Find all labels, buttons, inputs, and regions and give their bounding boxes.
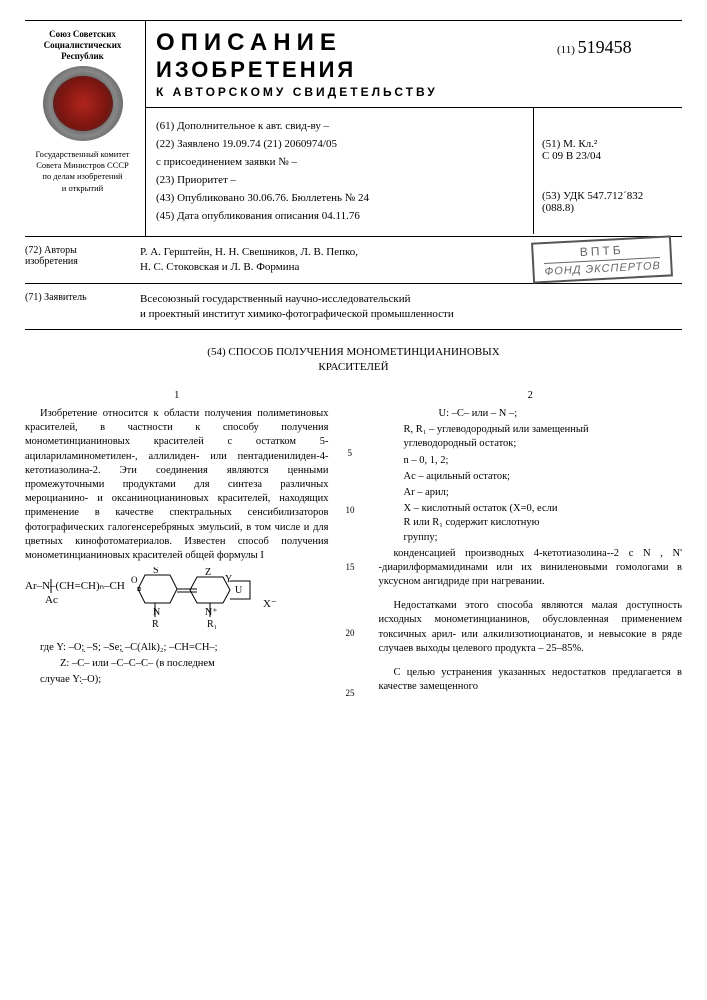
z-case: случае Y:̣–O); bbox=[25, 673, 329, 687]
def-x: X – кислотный остаток (X=0, если R или R… bbox=[379, 502, 683, 545]
field-application: с присоединением заявки № – bbox=[156, 156, 533, 168]
publication-number: 519458 bbox=[578, 37, 632, 57]
field-51: (51) М. Кл.² С 09 В 23/04 bbox=[542, 138, 672, 162]
def-ar: Ar – арил; bbox=[379, 486, 683, 500]
field-22: (22) Заявлено 19.09.74 (21) 2060974/05 bbox=[156, 138, 533, 150]
document-header: Союз Советских Социалистических Республи… bbox=[25, 20, 682, 237]
header-mid-col: ОПИСАНИЕ ИЗОБРЕТЕНИЯ К АВТОРСКОМУ СВИДЕТ… bbox=[145, 21, 682, 236]
header-left-col: Союз Советских Социалистических Республи… bbox=[25, 21, 145, 236]
field-11: (11) bbox=[557, 44, 575, 56]
svg-text:Y: Y bbox=[225, 574, 232, 585]
lineno-20: 20 bbox=[346, 627, 355, 639]
def-u: U: –C– или – N –; bbox=[379, 407, 683, 421]
field-53: (53) УДК 547.712´832 (088.8) bbox=[542, 190, 672, 214]
title-svidetelstvu: К АВТОРСКОМУ СВИДЕТЕЛЬСТВУ bbox=[156, 85, 552, 99]
committee-label: Государственный комитет Совета Министров… bbox=[25, 149, 140, 193]
lineno-5: 5 bbox=[348, 447, 353, 459]
field-23: (23) Приоритет – bbox=[156, 174, 533, 186]
def-ac-text: Ac – ацильный остаток; bbox=[404, 470, 511, 484]
svg-text:N: N bbox=[153, 607, 160, 618]
def-x-text: X – кислотный остаток (X=0, если R или R… bbox=[404, 502, 558, 545]
def-n-text: n – 0, 1, 2; bbox=[404, 454, 449, 468]
def-rr1: R, R₁ – углеводородный или замещенный уг… bbox=[379, 423, 683, 451]
column-1: 1 Изобретение относится к области получе… bbox=[25, 389, 329, 696]
def-n: n – 0, 1, 2; bbox=[379, 454, 683, 468]
title-opisanie: ОПИСАНИЕ bbox=[156, 29, 552, 57]
def-rr1-text: R, R₁ – углеводородный или замещенный уг… bbox=[404, 423, 589, 451]
svg-text:Ar–N–(CH=CH)ₙ–CH: Ar–N–(CH=CH)ₙ–CH bbox=[25, 580, 125, 592]
label-72: (72) Авторы изобретения bbox=[25, 245, 140, 275]
label-71: (71) Заявитель bbox=[25, 292, 140, 322]
lineno-25: 25 bbox=[346, 687, 355, 699]
invention-title: (54) СПОСОБ ПОЛУЧЕНИЯ МОНОМЕТИНЦИАНИНОВЫ… bbox=[85, 345, 622, 374]
lineno-15: 15 bbox=[346, 561, 355, 573]
col-2-number: 2 bbox=[379, 389, 683, 403]
library-stamp: ВПТБ ФОНД ЭКСПЕРТОВ bbox=[531, 235, 673, 283]
chemical-formula-1: Ar–N–(CH=CH)ₙ–CH Ac S N R O Z Y bbox=[25, 567, 329, 637]
union-label: Союз Советских Социалистических Республи… bbox=[25, 29, 140, 61]
svg-text:S: S bbox=[153, 567, 159, 576]
svg-text:R: R bbox=[152, 619, 159, 630]
svg-text:Ac: Ac bbox=[45, 594, 58, 606]
where-clause: где Y: –O;̣ –S; –Se;̣ –C(Alk)₂; –CH=CH–; bbox=[25, 641, 329, 655]
formula-svg-icon: Ar–N–(CH=CH)ₙ–CH Ac S N R O Z Y bbox=[25, 567, 325, 637]
def-ac: Ac – ацильный остаток; bbox=[379, 470, 683, 484]
svg-text:Z: Z bbox=[205, 567, 211, 578]
col2-paragraph-4: С целью устранения указанных недостатков… bbox=[379, 666, 683, 694]
z-clause: Z: –C– или –C–C–C– (в последнем bbox=[25, 657, 329, 671]
applicant-name: Всесоюзный государственный научно-исслед… bbox=[140, 292, 682, 322]
body-columns: 1 Изобретение относится к области получе… bbox=[25, 389, 682, 696]
col1-paragraph-1: Изобретение относится к области получени… bbox=[25, 407, 329, 563]
column-2: 2 U: –C– или – N –; R, R₁ – углеводородн… bbox=[379, 389, 683, 696]
field-61: (61) Дополнительное к авт. свид-ву – bbox=[156, 120, 533, 132]
def-ar-text: Ar – арил; bbox=[404, 486, 449, 500]
svg-text:X⁻: X⁻ bbox=[263, 598, 277, 610]
lineno-10: 10 bbox=[346, 504, 355, 516]
title-izobreteniya: ИЗОБРЕТЕНИЯ bbox=[156, 57, 552, 83]
field-43: (43) Опубликовано 30.06.76. Бюллетень № … bbox=[156, 192, 533, 204]
svg-text:N⁺: N⁺ bbox=[205, 607, 218, 618]
col2-paragraph-2: конденсацией производных 4-кетотиазолина… bbox=[379, 547, 683, 590]
svg-text:U: U bbox=[235, 585, 243, 596]
svg-text:R₁: R₁ bbox=[207, 619, 217, 630]
svg-text:O: O bbox=[131, 575, 138, 585]
authors-block: (72) Авторы изобретения Р. А. Герштейн, … bbox=[25, 237, 682, 284]
pub-number-cell: (11) 519458 bbox=[552, 29, 672, 103]
def-u-text: U: –C– или – N –; bbox=[439, 407, 518, 421]
col2-paragraph-3: Недостатками этого способа являются мала… bbox=[379, 599, 683, 656]
col-1-number: 1 bbox=[25, 389, 329, 403]
state-emblem-icon bbox=[43, 66, 123, 141]
field-45: (45) Дата опубликования описания 04.11.7… bbox=[156, 210, 533, 222]
applicant-block: (71) Заявитель Всесоюзный государственны… bbox=[25, 284, 682, 331]
